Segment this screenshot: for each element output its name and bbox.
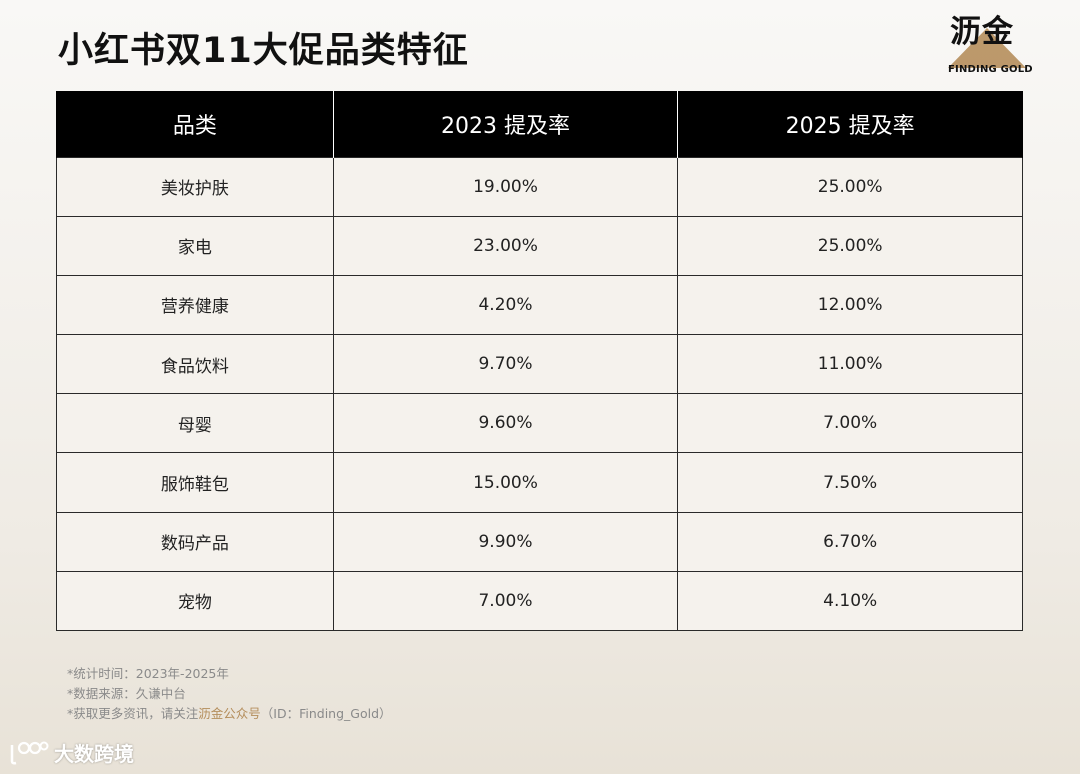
table-row: 数码产品 9.90% 6.70% bbox=[56, 511, 1023, 572]
table-cell: 7.00% bbox=[677, 393, 1023, 454]
table-row: 宠物 7.00% 4.10% bbox=[56, 570, 1023, 632]
table-cell: 25.00% bbox=[677, 215, 1023, 276]
brand-name: 沥金 bbox=[950, 14, 1014, 50]
column-header: 2025 提及率 bbox=[677, 91, 1023, 157]
footnote-account-name: 沥金公众号 bbox=[198, 706, 261, 721]
table-cell: 11.00% bbox=[677, 334, 1023, 395]
category-table: 品类 2023 提及率 2025 提及率 美妆护肤 19.00% 25.00% … bbox=[56, 91, 1023, 632]
table-cell: 9.70% bbox=[332, 334, 679, 395]
table-cell: 25.00% bbox=[677, 156, 1023, 217]
table-cell: 9.60% bbox=[332, 393, 679, 454]
footnotes: *统计时间：2023年-2025年 *数据来源：久谦中台 *获取更多资讯，请关注… bbox=[67, 664, 392, 724]
table-cell: 服饰鞋包 bbox=[56, 452, 334, 513]
brand-triangle-icon bbox=[948, 28, 1026, 68]
brand-logo: 沥金 FINDING GOLD bbox=[944, 6, 1033, 78]
table-cell: 数码产品 bbox=[56, 511, 334, 572]
table-cell: 15.00% bbox=[332, 452, 679, 513]
brand-subtitle: FINDING GOLD bbox=[948, 64, 1033, 75]
table-cell: 12.00% bbox=[677, 274, 1023, 336]
footnote-period: *统计时间：2023年-2025年 bbox=[67, 666, 229, 681]
page-title: 小红书双11大促品类特征 bbox=[58, 31, 469, 71]
watermark-text: 大数跨境 bbox=[54, 742, 134, 766]
table-row: 营养健康 4.20% 12.00% bbox=[56, 274, 1023, 336]
footnote-follow-prefix: *获取更多资讯，请关注 bbox=[67, 706, 199, 721]
column-header: 品类 bbox=[56, 91, 334, 157]
table-cell: 4.20% bbox=[332, 274, 679, 336]
table-row: 食品饮料 9.70% 11.00% bbox=[56, 334, 1023, 395]
table-row: 美妆护肤 19.00% 25.00% bbox=[56, 156, 1023, 217]
table-cell: 宠物 bbox=[56, 570, 334, 632]
table-row: 服饰鞋包 15.00% 7.50% bbox=[56, 452, 1023, 513]
table-cell: 家电 bbox=[56, 215, 334, 276]
bubble-logo-icon bbox=[10, 741, 49, 764]
table-row: 母婴 9.60% 7.00% bbox=[56, 393, 1023, 454]
footnote-follow: *获取更多资讯，请关注沥金公众号（ID：Finding_Gold） bbox=[67, 704, 392, 724]
table-cell: 7.50% bbox=[677, 452, 1023, 513]
table-cell: 7.00% bbox=[332, 570, 679, 632]
column-header: 2023 提及率 bbox=[332, 91, 679, 157]
table-cell: 9.90% bbox=[332, 511, 679, 572]
table-cell: 美妆护肤 bbox=[56, 156, 334, 217]
table-cell: 23.00% bbox=[332, 215, 679, 276]
table-row: 家电 23.00% 25.00% bbox=[56, 215, 1023, 276]
table-cell: 6.70% bbox=[677, 511, 1023, 572]
footnote-account-id: （ID：Finding_Gold） bbox=[260, 706, 392, 721]
table-header-row: 品类 2023 提及率 2025 提及率 bbox=[56, 91, 1023, 157]
table-cell: 4.10% bbox=[677, 570, 1023, 632]
table-cell: 母婴 bbox=[56, 393, 334, 454]
footnote-source: *数据来源：久谦中台 bbox=[67, 686, 186, 701]
watermark: 大数跨境 bbox=[8, 738, 134, 767]
table-cell: 营养健康 bbox=[56, 274, 334, 336]
table-cell: 19.00% bbox=[332, 156, 679, 217]
table-cell: 食品饮料 bbox=[56, 334, 334, 395]
